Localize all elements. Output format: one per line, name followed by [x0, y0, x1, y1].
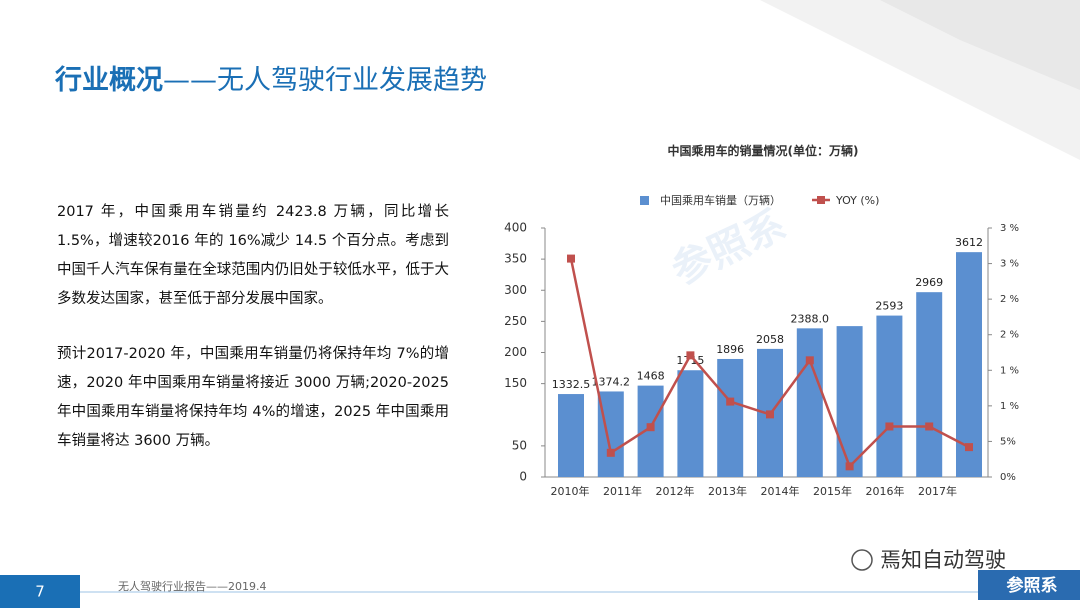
legend-swatch	[817, 196, 825, 204]
legend-label: YOY (%)	[835, 194, 879, 207]
point	[686, 351, 695, 360]
y-tick-label: 0	[519, 470, 527, 484]
point	[965, 443, 973, 452]
x-tick-label: 2015年	[813, 484, 852, 498]
bar	[876, 315, 903, 477]
bar	[916, 292, 943, 477]
bar	[836, 326, 863, 477]
y2-tick-label: 2 %	[1000, 330, 1019, 341]
y-tick-label: 250	[504, 314, 527, 328]
y-tick-label: 150	[504, 376, 527, 390]
point	[925, 422, 934, 431]
x-tick-label: 2016年	[866, 484, 905, 498]
chart-title: 中国乘用车的销量情况(单位：万辆)	[668, 143, 859, 158]
x-tick-label: 2017年	[918, 484, 957, 498]
x-tick-label: 2010年	[551, 484, 590, 498]
bar	[796, 328, 823, 477]
y2-tick-label: 2 %	[1000, 294, 1019, 305]
x-tick-label: 2014年	[761, 484, 800, 498]
bar	[677, 370, 704, 477]
data-label: 2969	[915, 276, 943, 289]
point	[567, 254, 575, 263]
y-tick-label: 400	[504, 221, 527, 235]
bg-shape	[880, 0, 1080, 90]
page-number: 7	[35, 583, 45, 601]
logo-box	[978, 570, 1080, 600]
y2-tick-label: 1 %	[1000, 365, 1019, 376]
y2-tick-label: 3 %	[1000, 223, 1019, 234]
x-tick-label: 2012年	[656, 484, 695, 498]
point	[606, 448, 615, 457]
paragraph: 预计2017-2020 年，中国乘用车销量仍将保持年均 7%的增速，2020 年…	[57, 346, 449, 449]
point	[766, 410, 774, 419]
data-label: 1374.2	[592, 375, 631, 388]
bar	[956, 252, 982, 477]
wechat-icon	[851, 549, 873, 571]
report-name: 无人驾驶行业报告——2019.4	[118, 579, 267, 593]
point	[885, 422, 894, 431]
slide-title: 行业概况——无人驾驶行业发展趋势	[55, 58, 487, 97]
y2-tick-label: 5%	[1000, 436, 1016, 447]
account-name: 焉知自动驾驶	[880, 548, 1006, 572]
bar	[717, 358, 744, 477]
data-label: 2388.0	[791, 312, 830, 325]
legend-swatch	[640, 196, 649, 205]
data-label: 2593	[875, 300, 903, 313]
point	[646, 423, 655, 432]
y2-tick-label: 1 %	[1000, 401, 1019, 412]
title-sub: ——无人驾驶行业发展趋势	[163, 65, 487, 96]
logo: 参照系	[1007, 575, 1058, 596]
y-tick-label: 50	[512, 438, 527, 452]
data-label: 3612	[955, 236, 983, 249]
point	[726, 397, 735, 406]
data-label: 1896	[716, 343, 744, 356]
y-tick-label: 200	[504, 345, 527, 359]
y-tick-label: 350	[504, 252, 527, 266]
x-tick-label: 2011年	[603, 484, 642, 498]
page-box	[0, 575, 80, 608]
bar	[558, 394, 584, 477]
y2-tick-label: 3 %	[1000, 259, 1019, 270]
point	[805, 356, 814, 365]
x-tick-label: 2013年	[708, 484, 747, 498]
data-label: 1332.5	[552, 378, 591, 391]
title-main: 行业概况	[55, 65, 163, 96]
y-tick-label: 300	[504, 283, 527, 297]
point	[845, 462, 854, 471]
paragraph: 2017 年，中国乘用车销量约 2423.8 万辆，同比增长 1.5%，增速较2…	[57, 204, 449, 307]
y2-tick-label: 0%	[1000, 472, 1016, 483]
data-label: 2058	[756, 333, 784, 346]
data-label: 1468	[637, 370, 665, 383]
legend-label: 中国乘用车销量（万辆）	[660, 193, 781, 207]
